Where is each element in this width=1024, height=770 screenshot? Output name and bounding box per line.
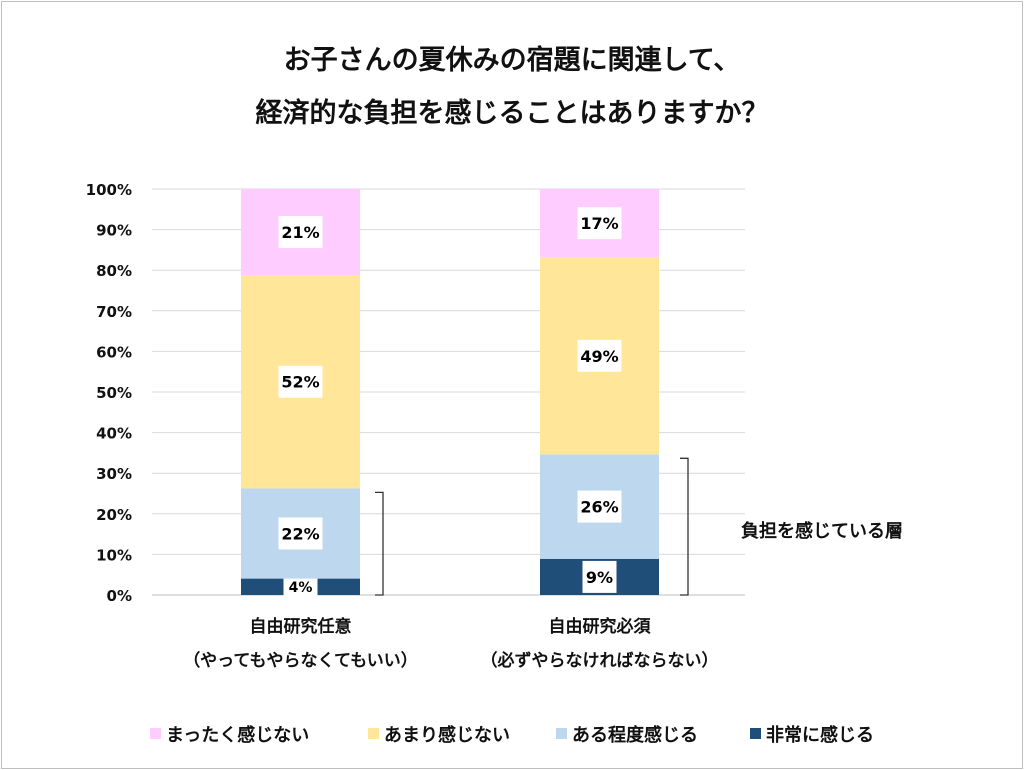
y-tick-label: 70%: [96, 303, 132, 321]
legend-swatch: [556, 728, 567, 739]
chart-title-line-1: お子さんの夏休みの宿題に関連して、: [283, 45, 741, 76]
data-label-box: [577, 339, 622, 372]
bracket: [680, 457, 689, 596]
data-label-box: [582, 560, 617, 593]
x-category-sublabel: （必ずやらなければならない）: [481, 650, 719, 671]
y-tick-label: 20%: [96, 506, 132, 524]
data-label: 22%: [281, 524, 319, 543]
legend-swatch: [750, 728, 761, 739]
y-tick-label: 10%: [96, 546, 132, 564]
data-label: 52%: [281, 373, 319, 392]
legend-label: 非常に感じる: [766, 724, 874, 746]
y-tick-label: 30%: [96, 465, 132, 483]
data-label: 4%: [289, 580, 313, 596]
data-label: 17%: [580, 214, 618, 233]
data-label-box: [278, 216, 323, 249]
data-label: 26%: [580, 498, 618, 517]
y-tick-label: 80%: [96, 262, 132, 280]
x-category-sublabel: （やってもやらなくてもいい）: [183, 650, 418, 671]
y-tick-label: 60%: [96, 343, 132, 361]
x-category-label: 自由研究任意: [250, 616, 352, 637]
legend-swatch: [150, 728, 161, 739]
legend-label: あまり感じない: [384, 724, 510, 746]
legend-label: まったく感じない: [166, 724, 309, 746]
bracket: [375, 491, 384, 596]
data-label-box: [278, 517, 323, 550]
y-tick-label: 100%: [86, 181, 132, 199]
y-tick-label: 50%: [96, 384, 132, 402]
data-label: 49%: [580, 347, 618, 366]
data-label-box: [283, 575, 318, 597]
annotation-label: 負担を感じている層: [741, 520, 903, 542]
chart-title-line-2: 経済的な負担を感じることはありますか？: [255, 98, 769, 129]
y-tick-label: 0%: [107, 587, 132, 605]
data-label: 21%: [281, 223, 319, 242]
data-label-box: [577, 207, 622, 240]
x-category-label: 自由研究必須: [549, 616, 652, 637]
legend-label: ある程度感じる: [572, 724, 698, 746]
data-label: 9%: [586, 568, 613, 587]
legend-swatch: [368, 728, 379, 739]
y-tick-label: 90%: [96, 222, 132, 240]
data-label-box: [577, 490, 622, 523]
data-label-box: [278, 365, 323, 398]
y-tick-label: 40%: [96, 425, 132, 443]
